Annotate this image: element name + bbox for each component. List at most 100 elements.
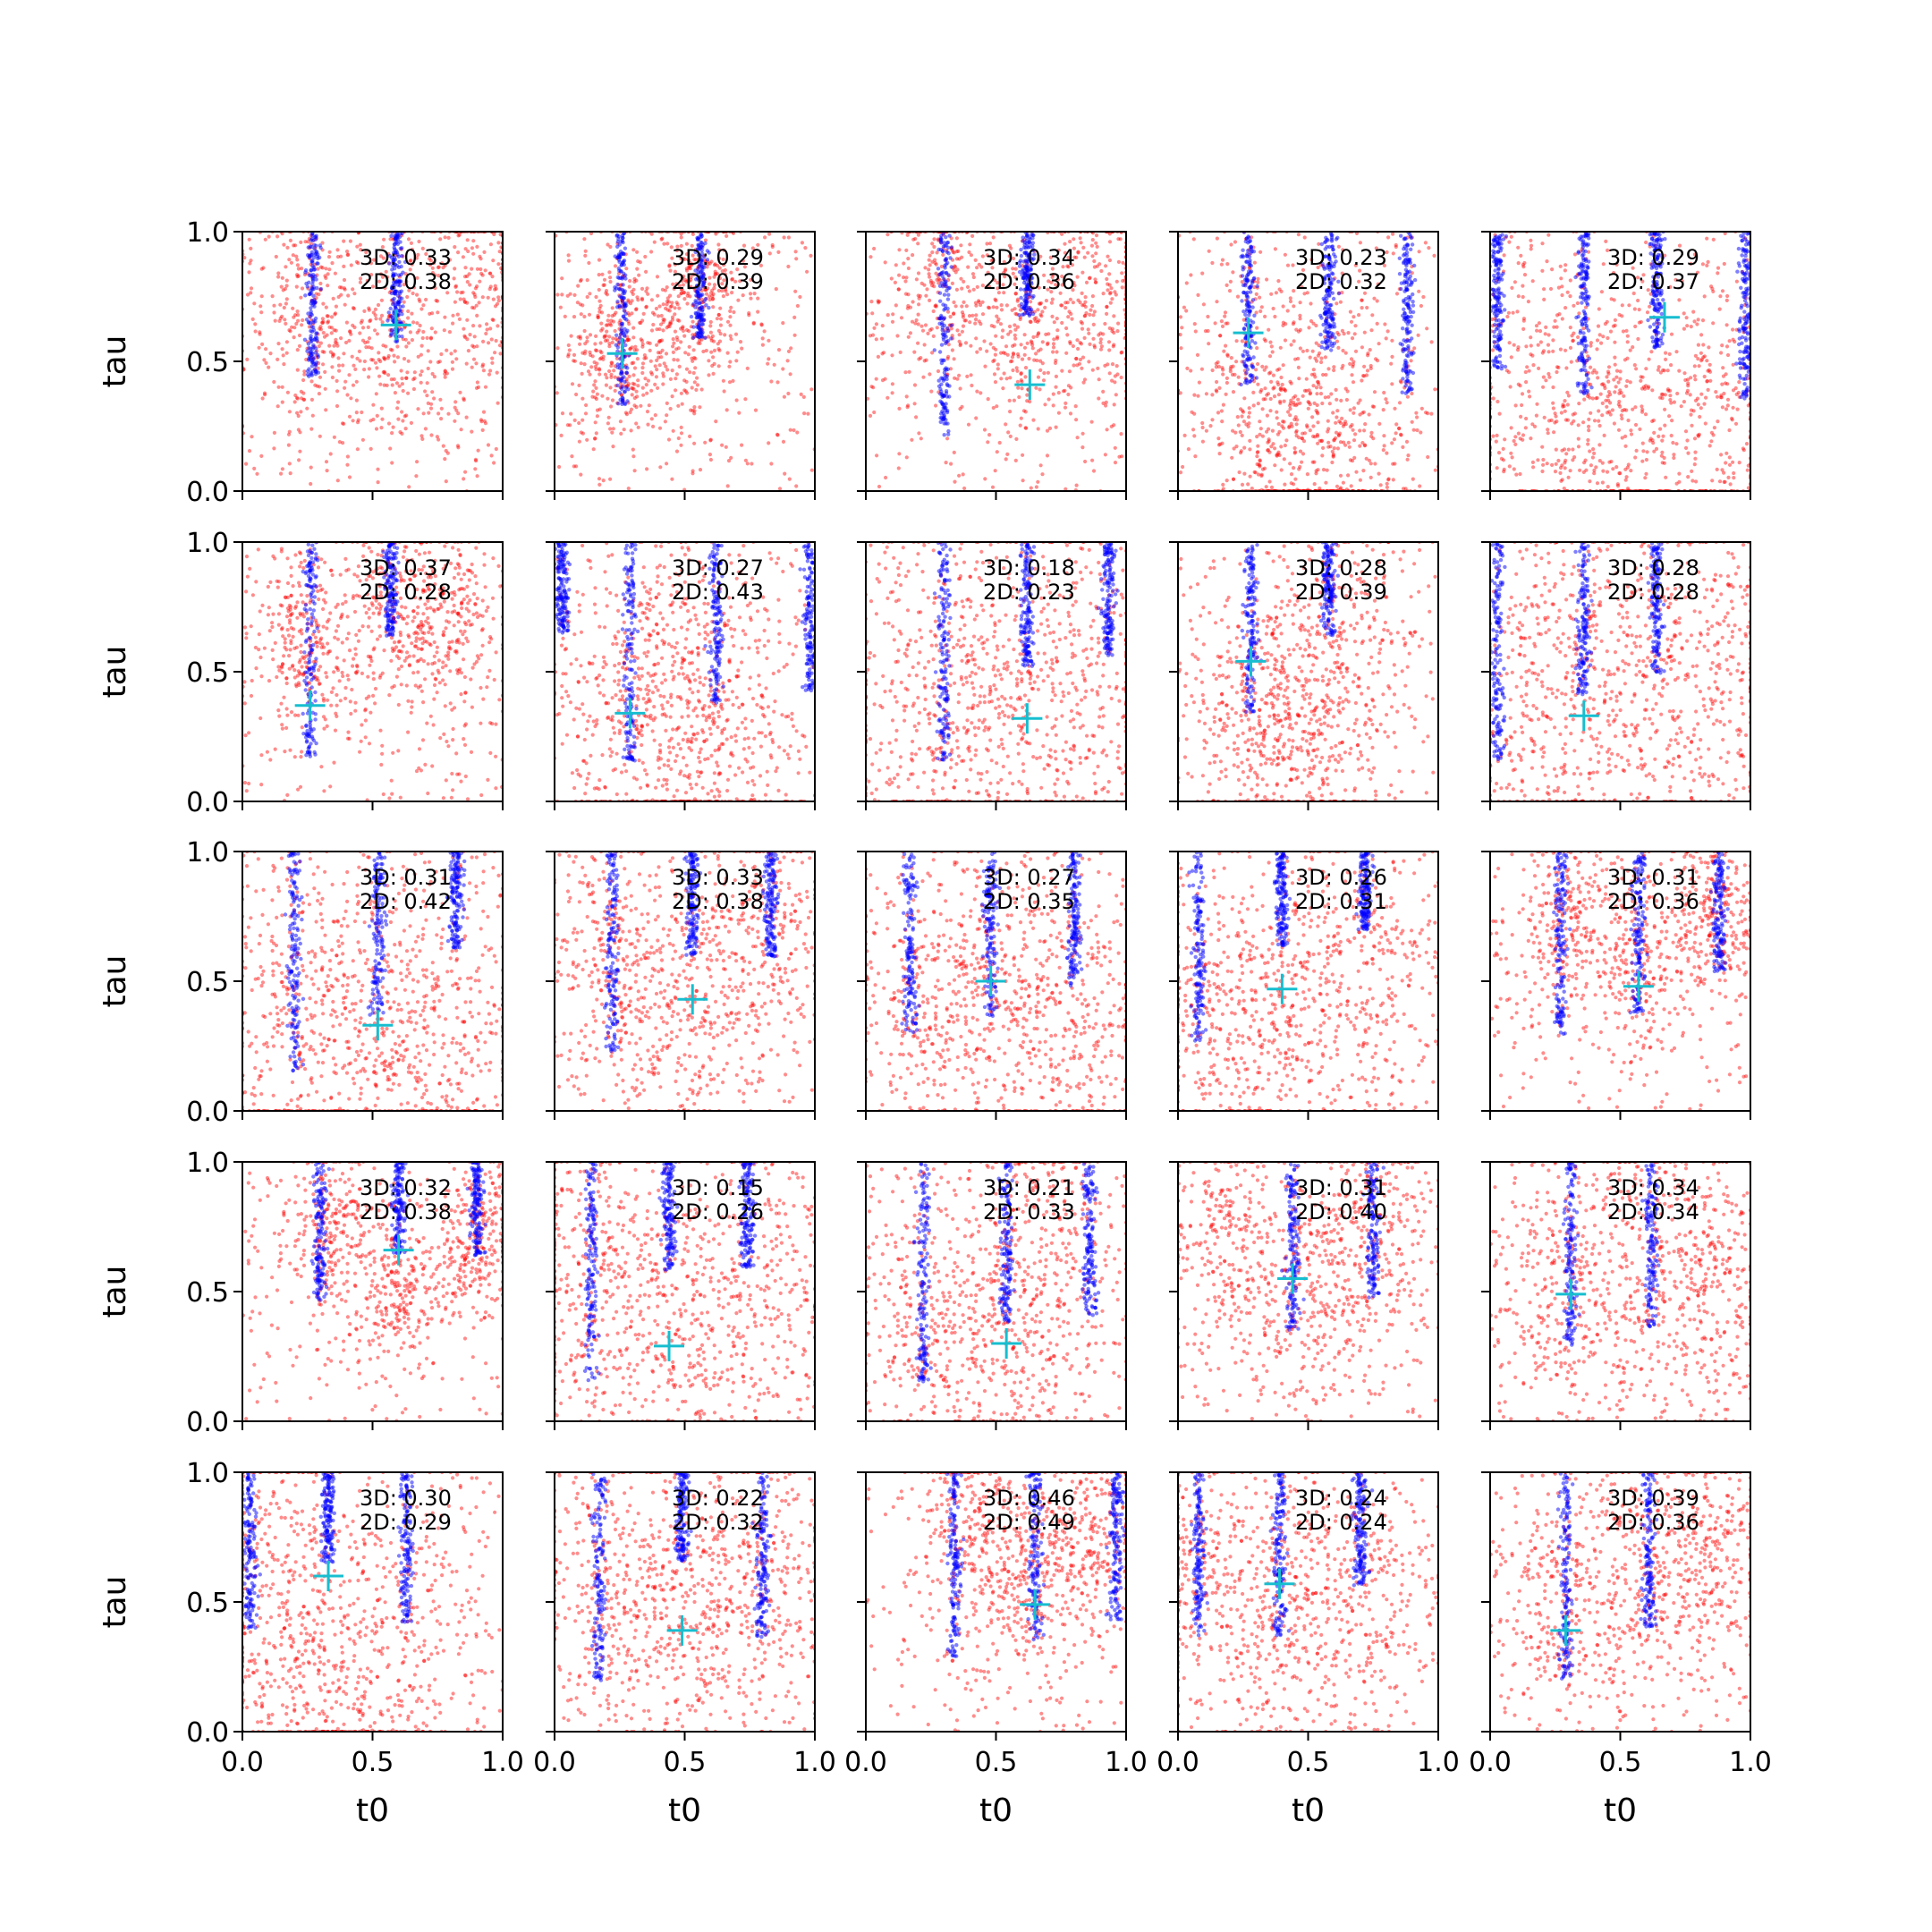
red-point (1339, 399, 1343, 402)
red-point (691, 320, 695, 324)
red-point (645, 467, 648, 470)
red-point (343, 278, 346, 282)
red-point (1316, 442, 1319, 445)
red-point (1405, 440, 1409, 444)
red-point (1224, 344, 1227, 348)
red-point (1030, 320, 1033, 324)
red-point (768, 251, 772, 255)
red-point (426, 381, 429, 385)
red-point (1344, 387, 1348, 391)
red-point (1090, 459, 1094, 462)
red-point (465, 337, 469, 341)
red-point (346, 454, 350, 458)
red-point (382, 356, 386, 360)
red-point (481, 428, 485, 432)
red-point (582, 237, 586, 241)
red-point (1283, 457, 1286, 461)
red-point (1004, 344, 1008, 348)
red-point (605, 384, 608, 387)
red-point (421, 336, 425, 340)
red-point (1247, 415, 1250, 419)
red-point (662, 375, 665, 378)
red-point (670, 301, 674, 304)
red-point (593, 436, 597, 440)
red-point (728, 360, 732, 363)
red-point (244, 462, 248, 466)
red-point (754, 409, 758, 412)
red-point (273, 431, 276, 435)
red-point (1424, 241, 1428, 244)
red-point (597, 273, 601, 276)
red-point (597, 310, 601, 314)
red-point (263, 393, 267, 396)
red-point (1094, 251, 1097, 255)
red-point (960, 256, 963, 259)
red-point (769, 462, 773, 465)
red-point (886, 233, 889, 236)
red-point (641, 361, 645, 365)
blue-point (1328, 340, 1332, 343)
blue-point (623, 327, 626, 331)
red-point (1386, 478, 1390, 481)
red-point (1113, 290, 1116, 293)
red-point (1335, 398, 1338, 402)
red-point (760, 323, 764, 326)
red-point (1383, 444, 1386, 447)
red-point (373, 328, 377, 332)
red-point (897, 452, 901, 455)
red-point (795, 430, 799, 434)
red-point (330, 261, 334, 265)
red-point (368, 336, 371, 340)
red-point (1333, 446, 1336, 450)
red-point (351, 287, 354, 291)
red-point (421, 330, 425, 334)
red-point (429, 407, 433, 411)
red-point (1087, 360, 1090, 363)
red-point (580, 397, 584, 401)
red-point (1275, 291, 1278, 294)
red-point (1318, 352, 1321, 355)
red-point (977, 299, 980, 302)
red-point (1241, 339, 1244, 343)
red-point (328, 250, 332, 254)
red-point (630, 428, 633, 432)
red-point (633, 366, 637, 369)
blue-point (700, 305, 704, 309)
red-point (1406, 395, 1410, 399)
red-point (592, 447, 596, 451)
red-point (595, 431, 598, 435)
red-point (1083, 336, 1087, 340)
red-point (483, 419, 487, 423)
blue-point (314, 364, 318, 368)
red-point (253, 322, 257, 326)
red-point (405, 295, 409, 299)
blue-point (690, 315, 693, 318)
red-point (368, 309, 371, 312)
red-point (488, 369, 492, 372)
red-point (712, 340, 716, 343)
red-point (1115, 364, 1119, 368)
blue-point (1330, 310, 1334, 314)
red-point (610, 431, 614, 435)
red-point (955, 377, 959, 381)
red-point (1183, 434, 1187, 437)
red-point (1116, 237, 1120, 241)
red-point (609, 324, 613, 327)
blue-point (1028, 314, 1031, 318)
blue-point (1246, 358, 1250, 361)
red-point (705, 349, 708, 352)
red-point (1016, 300, 1020, 303)
red-point (377, 375, 381, 378)
blue-point (1255, 284, 1258, 288)
red-point (1362, 374, 1366, 377)
blue-point (623, 301, 627, 305)
red-point (446, 412, 450, 416)
red-point (1025, 394, 1029, 397)
red-point (1020, 378, 1023, 382)
blue-point (1247, 313, 1250, 317)
blue-point (704, 303, 708, 307)
red-point (659, 355, 663, 359)
red-point (1221, 483, 1224, 487)
red-point (414, 474, 418, 478)
red-point (1101, 390, 1105, 394)
